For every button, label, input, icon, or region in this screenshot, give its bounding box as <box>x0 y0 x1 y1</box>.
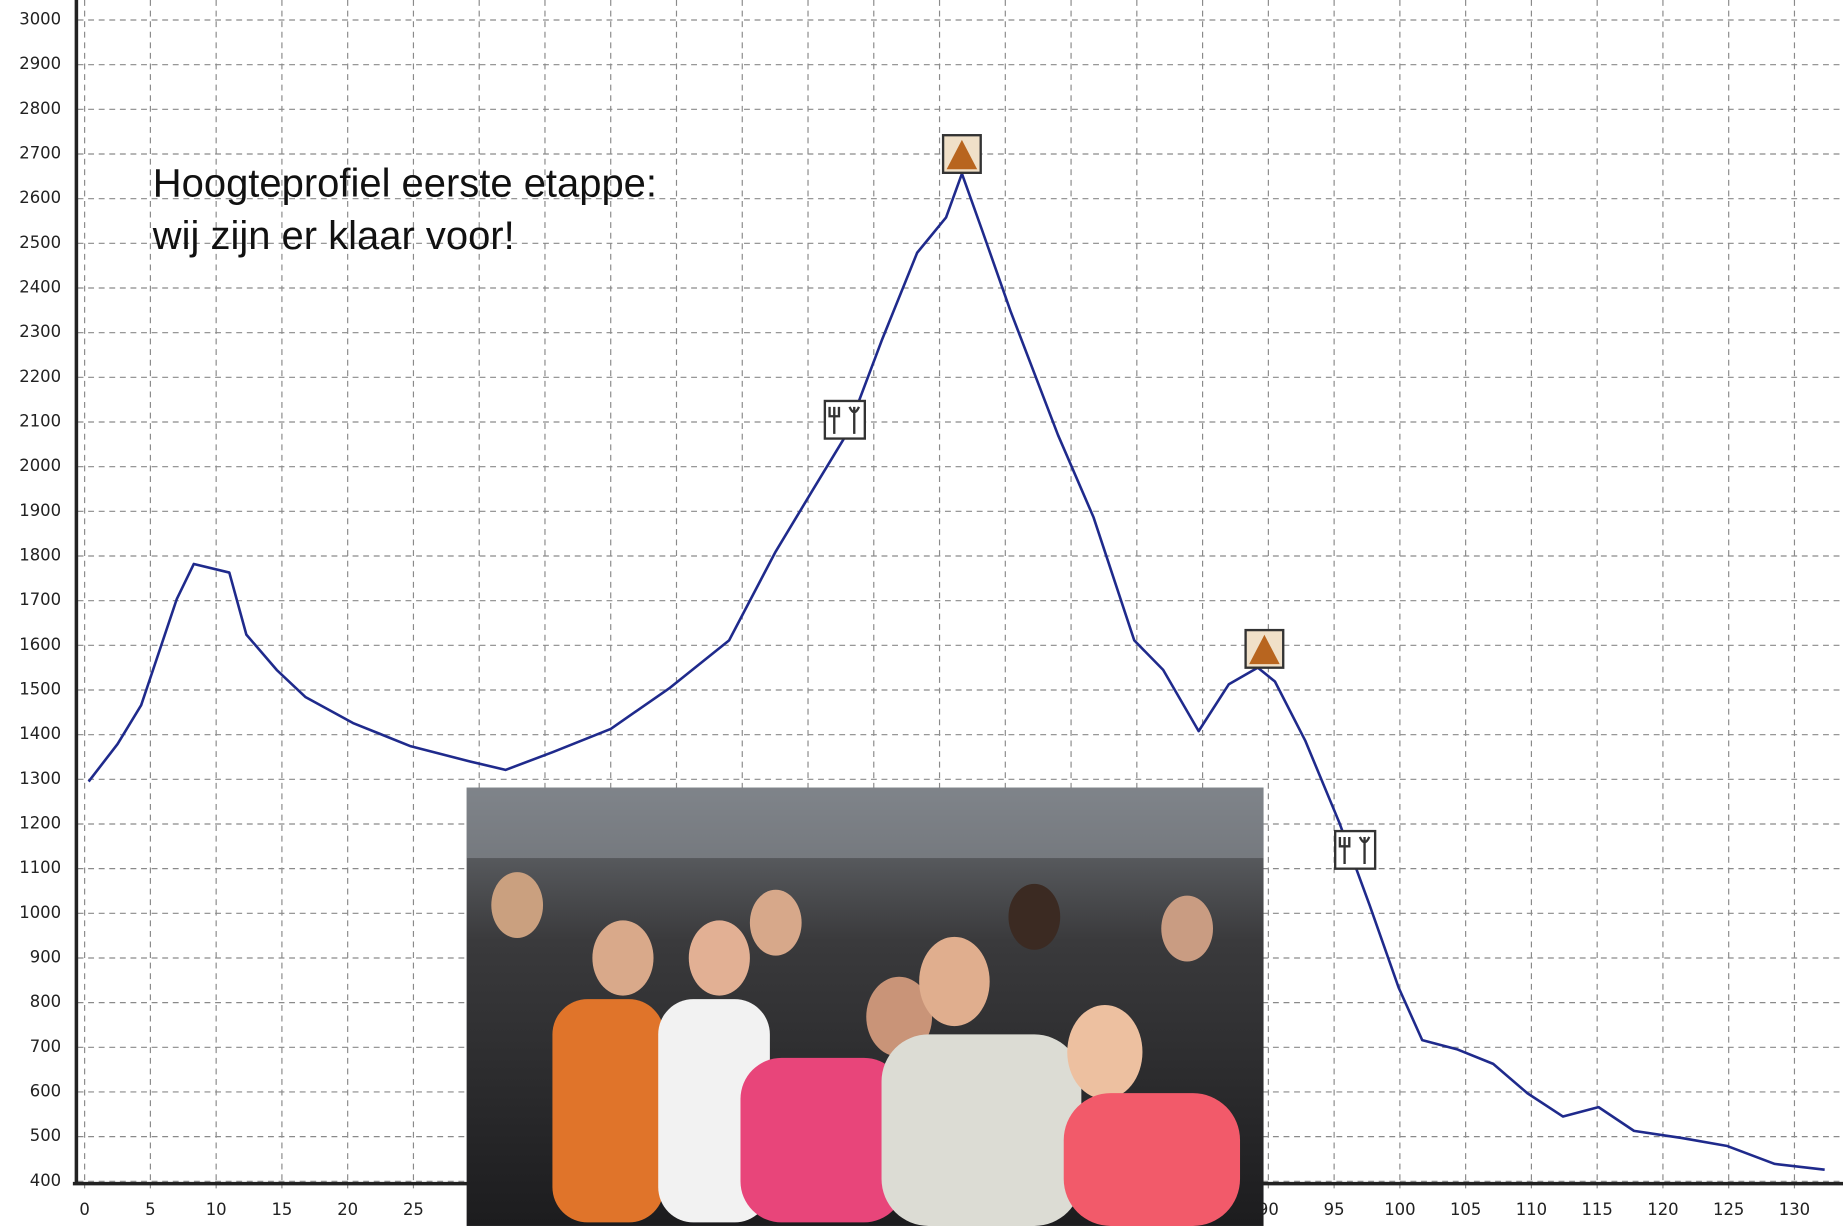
plot <box>87 134 1825 1171</box>
icon-frame <box>823 399 867 440</box>
icon-mountain <box>946 139 978 170</box>
x-tick-label: 110 <box>1516 1200 1547 1219</box>
x-tick-label: 5 <box>145 1200 155 1219</box>
y-tick-label: 600 <box>30 1081 61 1100</box>
x-tick-label: 100 <box>1384 1200 1415 1219</box>
x-tick-label: 105 <box>1450 1200 1481 1219</box>
summit-marker <box>941 134 982 174</box>
y-tick-label: 1100 <box>19 858 61 877</box>
y-tick-label: 1900 <box>19 501 61 520</box>
icon-mountain <box>1249 634 1280 665</box>
y-tick-label: 2000 <box>19 456 61 475</box>
annotation: Hoogteprofiel eerste etappe: <box>153 161 657 205</box>
x-tick-label: 130 <box>1779 1200 1810 1219</box>
x-tick-label: 25 <box>403 1200 424 1219</box>
x-tick-label: 15 <box>271 1200 292 1219</box>
y-tick-label: 2100 <box>19 412 61 431</box>
y-tick-label: 2700 <box>19 144 61 163</box>
y-tick-label: 1200 <box>19 813 61 832</box>
x-tick-label: 115 <box>1581 1200 1612 1219</box>
y-tick-label: 400 <box>30 1171 61 1190</box>
y-tick-label: 2200 <box>19 367 61 386</box>
photo <box>466 787 1264 1226</box>
grid: 4005006007008009001000110012001300140015… <box>19 0 1843 1219</box>
elevation-line <box>87 172 1825 1171</box>
y-tick-label: 1700 <box>19 590 61 609</box>
x-tick-label: 20 <box>337 1200 358 1219</box>
icon-cutlery <box>828 406 861 434</box>
y-tick-label: 1500 <box>19 679 61 698</box>
y-tick-label: 2500 <box>19 233 61 252</box>
x-tick-label: 95 <box>1324 1200 1345 1219</box>
y-tick-label: 2400 <box>19 278 61 297</box>
annotation: wij zijn er klaar voor! <box>152 214 515 258</box>
icon-frame <box>1334 829 1377 870</box>
y-tick-label: 2900 <box>19 54 61 73</box>
x-tick-label: 0 <box>79 1200 89 1219</box>
y-tick-label: 1000 <box>19 903 61 922</box>
food-marker <box>823 399 867 440</box>
x-tick-label: 125 <box>1713 1200 1744 1219</box>
y-tick-label: 800 <box>30 992 61 1011</box>
x-tick-label: 120 <box>1647 1200 1678 1219</box>
x-tick-label: 10 <box>206 1200 227 1219</box>
summit-marker <box>1244 628 1285 669</box>
y-tick-label: 2600 <box>19 188 61 207</box>
y-tick-label: 500 <box>30 1126 61 1145</box>
y-tick-label: 1300 <box>19 769 61 788</box>
y-tick-label: 3000 <box>19 10 61 29</box>
y-tick-label: 2300 <box>19 322 61 341</box>
y-tick-label: 2800 <box>19 99 61 118</box>
y-tick-label: 1400 <box>19 724 61 743</box>
y-tick-label: 900 <box>30 947 61 966</box>
food-marker <box>1334 829 1377 870</box>
y-tick-label: 700 <box>30 1037 61 1056</box>
icon-cutlery <box>1338 836 1371 864</box>
y-tick-label: 1600 <box>19 635 61 654</box>
y-tick-label: 1800 <box>19 545 61 564</box>
